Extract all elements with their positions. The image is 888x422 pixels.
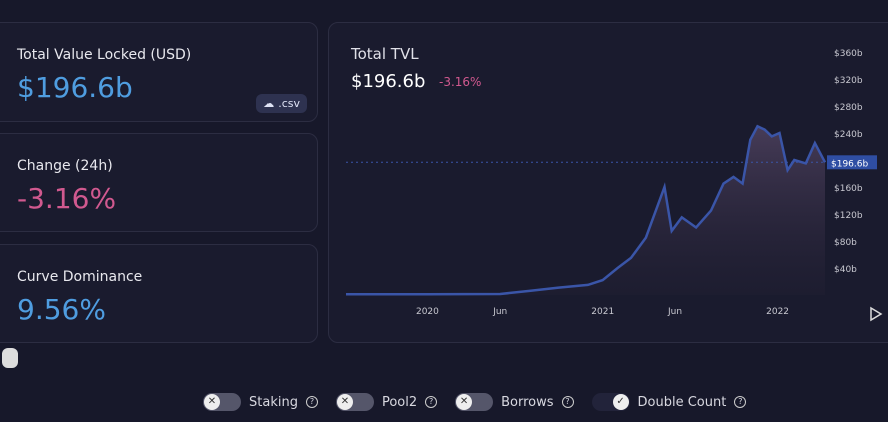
tvl-line bbox=[346, 124, 827, 296]
chart-title: Total TVL bbox=[351, 45, 419, 63]
help-icon[interactable]: ? bbox=[425, 396, 438, 408]
current-value-label: $196.6b bbox=[831, 159, 868, 169]
change-card: Change (24h) -3.16% bbox=[0, 133, 318, 232]
change-label: Change (24h) bbox=[17, 158, 113, 174]
play-icon[interactable] bbox=[870, 306, 883, 322]
tvl-area bbox=[346, 126, 825, 295]
y-tick-label: $360b bbox=[834, 49, 863, 59]
dominance-label: Curve Dominance bbox=[17, 269, 143, 285]
toggle-bar: ✕ Staking? ✕ Pool2? ✕ Borrows? ✓ Double Coun… bbox=[203, 393, 756, 411]
y-tick-label: $160b bbox=[834, 184, 863, 194]
y-tick-label: $120b bbox=[834, 211, 863, 221]
x-tick-label: Jun bbox=[492, 307, 507, 317]
help-icon[interactable]: ? bbox=[305, 396, 318, 408]
pool2-toggle[interactable]: ✕ bbox=[335, 393, 374, 411]
y-tick-label: $240b bbox=[834, 130, 863, 140]
embed-icon[interactable] bbox=[2, 348, 18, 368]
chart-value: $196.6b bbox=[351, 71, 426, 92]
x-tick-label: 2020 bbox=[416, 307, 439, 317]
y-tick-label: $320b bbox=[834, 76, 863, 86]
tvl-label: Total Value Locked (USD) bbox=[17, 47, 192, 63]
help-icon[interactable]: ? bbox=[734, 396, 747, 408]
current-value-badge bbox=[827, 155, 877, 170]
y-tick-label: $80b bbox=[834, 238, 857, 248]
change-value: -3.16% bbox=[17, 182, 117, 215]
dominance-card: Curve Dominance 9.56% bbox=[0, 244, 318, 343]
x-tick-label: 2022 bbox=[766, 307, 789, 317]
y-tick-label: $280b bbox=[834, 103, 863, 113]
double-count-toggle[interactable]: ✓ bbox=[591, 393, 630, 411]
tvl-value: $196.6b bbox=[17, 71, 133, 104]
help-icon[interactable]: ? bbox=[561, 396, 574, 408]
dominance-value: 9.56% bbox=[17, 293, 106, 326]
x-tick-label: Jun bbox=[667, 307, 682, 317]
staking-toggle[interactable]: ✕ bbox=[203, 393, 241, 411]
download-csv-button[interactable]: ☁ .csv bbox=[256, 94, 307, 113]
borrows-toggle[interactable]: ✕ bbox=[455, 393, 494, 411]
cloud-download-icon: ☁ bbox=[263, 97, 275, 110]
y-tick-label: $40b bbox=[834, 265, 857, 275]
chart-change: -3.16% bbox=[439, 75, 482, 89]
x-tick-label: 2021 bbox=[591, 307, 614, 317]
tvl-card: Total Value Locked (USD) $196.6b ☁ .csv bbox=[0, 22, 318, 122]
